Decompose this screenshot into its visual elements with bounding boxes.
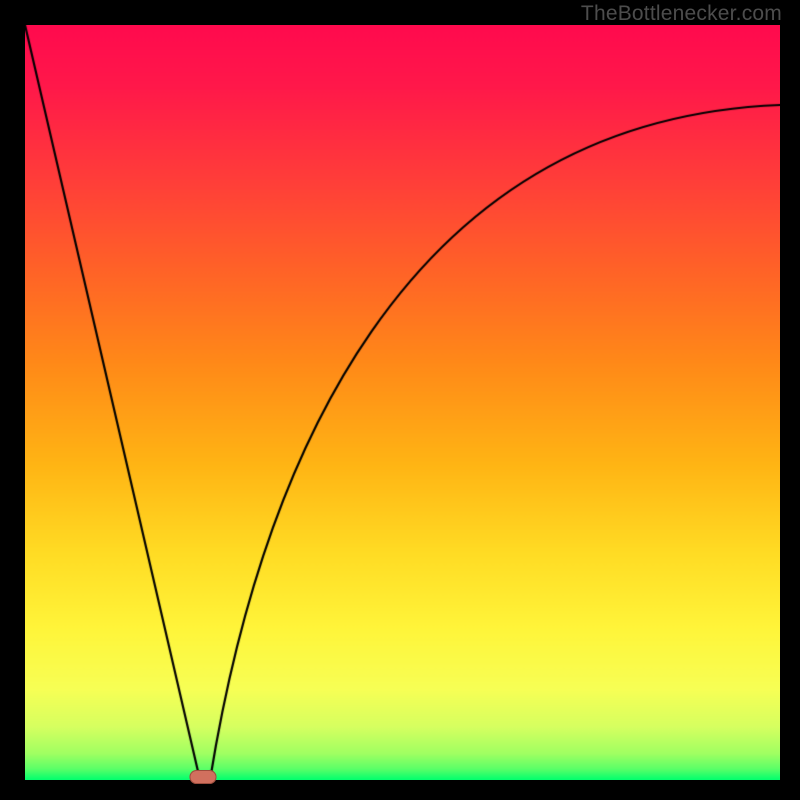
watermark-text: TheBottlenecker.com xyxy=(581,2,782,26)
optimal-point-marker xyxy=(190,770,217,784)
bottleneck-curve xyxy=(25,25,780,780)
plot-area xyxy=(25,25,780,780)
chart-container: TheBottlenecker.com xyxy=(0,0,800,800)
